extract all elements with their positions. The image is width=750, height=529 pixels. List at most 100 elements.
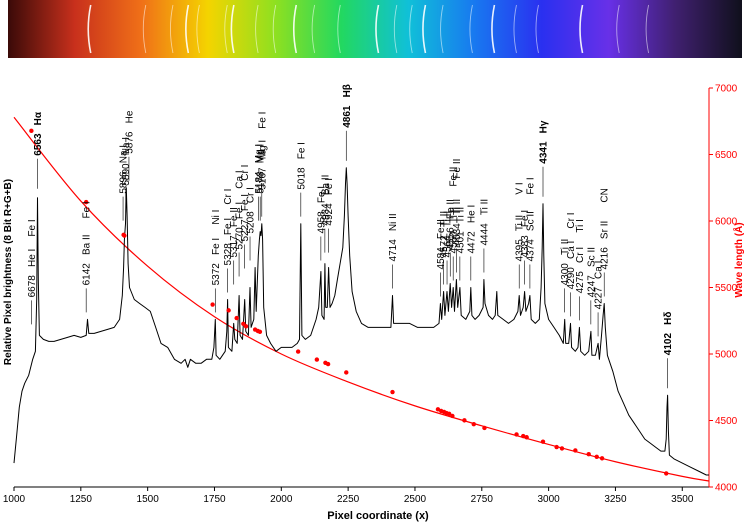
annotation-label: Fe II bbox=[446, 199, 457, 219]
annotation-label: 5208 bbox=[246, 211, 257, 234]
annotation-label: 4444 bbox=[479, 223, 490, 246]
annotation-label: 4564 bbox=[443, 235, 454, 258]
wavelength-marker bbox=[83, 199, 89, 205]
wavelength-marker bbox=[243, 324, 249, 329]
annotation-label: Ni II bbox=[388, 213, 399, 231]
annotation-label: Na I bbox=[121, 137, 132, 155]
wavelength-marker bbox=[482, 425, 487, 431]
wavelength-marker bbox=[559, 446, 565, 451]
wavelength-marker bbox=[521, 433, 526, 439]
annotation-label: Fe I bbox=[240, 194, 251, 211]
spectrum-strip-line bbox=[422, 4, 427, 54]
spectrum-strip-line bbox=[142, 4, 147, 54]
annotation-label: Ca I bbox=[566, 241, 577, 259]
annotation-label: Fe I bbox=[316, 186, 327, 203]
annotation-label: Hγ bbox=[539, 120, 550, 133]
wavelength-marker bbox=[344, 370, 349, 375]
x-tick-label: 2750 bbox=[471, 494, 494, 505]
annotation-label: 5227 bbox=[240, 219, 251, 242]
annotation-label: Fe I bbox=[257, 112, 268, 129]
wavelength-marker bbox=[554, 444, 559, 450]
annotation-label: Sc II bbox=[525, 211, 536, 231]
x-tick-label: 1500 bbox=[137, 494, 160, 505]
spectrum-strip-line bbox=[375, 4, 380, 54]
spectrum-strip-line bbox=[255, 4, 259, 54]
wavelength-marker bbox=[586, 451, 591, 457]
annotation-label: Ti II bbox=[439, 211, 450, 227]
annotation-label: Na I bbox=[119, 145, 130, 163]
x-tick-label: 1250 bbox=[70, 494, 93, 505]
spectrum-strip-line bbox=[579, 4, 584, 54]
annotation-label: Ti II bbox=[452, 199, 463, 215]
annotation-label: Fe II bbox=[449, 167, 460, 187]
y-axis-label: Relative Pixel brightness (8 Bit R+G+B) bbox=[3, 179, 14, 365]
annotation-label: Fe I bbox=[520, 210, 531, 227]
spectrum-strip-line bbox=[616, 4, 620, 54]
wavelength-marker bbox=[325, 361, 331, 367]
annotation-label: Cr I bbox=[223, 189, 234, 205]
wavelength-curve bbox=[13, 116, 710, 482]
annotation-label: 4534 bbox=[452, 223, 463, 246]
wavelength-marker bbox=[524, 435, 529, 440]
annotation-label: Sr II bbox=[600, 221, 611, 239]
annotation-label: 5890 bbox=[121, 163, 132, 186]
annotation-label: Fe I bbox=[223, 218, 234, 235]
annotation-label: Ti II bbox=[560, 239, 571, 255]
x-tick-label: 2500 bbox=[404, 494, 427, 505]
y2-tick-label: 6500 bbox=[715, 150, 738, 161]
annotation-label: Ba II bbox=[320, 175, 331, 196]
annotation-label: 6142 bbox=[82, 263, 93, 286]
annotation-label: Cr I bbox=[566, 213, 577, 229]
annotation-label: Fe I bbox=[296, 142, 307, 159]
annotation-label: 6678 bbox=[27, 275, 38, 298]
annotation-label: Ti II bbox=[455, 207, 466, 223]
wavelength-marker bbox=[540, 439, 546, 444]
annotation-label: 5270 bbox=[235, 227, 246, 250]
annotation-label: Hβ bbox=[342, 84, 353, 97]
annotation-label: 4934 bbox=[320, 203, 331, 226]
wavelength-marker bbox=[471, 422, 476, 427]
annotation-label: 4584 bbox=[436, 247, 447, 270]
annotation-label: CN bbox=[600, 188, 611, 202]
annotation-label: Ba II bbox=[82, 234, 93, 255]
wavelength-marker bbox=[664, 471, 669, 476]
x-axis-label: Pixel coordinate (x) bbox=[327, 510, 429, 522]
annotation-label: 4341 bbox=[539, 141, 550, 164]
annotation-label: Mg I bbox=[254, 144, 265, 163]
wavelength-markers bbox=[29, 128, 669, 476]
wavelength-marker bbox=[462, 418, 467, 423]
annotation-label: Cr I bbox=[240, 165, 251, 181]
annotation-label: 4290 bbox=[566, 267, 577, 290]
annotation-label: Ti II bbox=[449, 207, 460, 223]
wavelength-marker bbox=[446, 411, 452, 417]
wavelength-marker bbox=[514, 432, 519, 437]
spectrum-strip-line bbox=[491, 4, 496, 54]
spectrum-strip-line bbox=[169, 4, 174, 54]
wavelength-marker bbox=[257, 329, 263, 334]
annotation-label: 4556 bbox=[446, 227, 457, 250]
annotation-label: He I bbox=[466, 205, 477, 223]
annotation-label: 4247 bbox=[586, 275, 597, 298]
y2-tick-label: 5500 bbox=[715, 283, 738, 294]
x-tick-label: 3000 bbox=[537, 494, 560, 505]
spectrum-strip-line bbox=[440, 4, 444, 54]
spectrum-strip-line bbox=[185, 4, 190, 54]
y2-tick-label: 5000 bbox=[715, 350, 738, 361]
wavelength-marker bbox=[450, 413, 455, 419]
wavelength-marker bbox=[29, 128, 34, 134]
wavelength-marker bbox=[390, 389, 395, 395]
spectrum-strip-lines bbox=[87, 4, 650, 54]
annotation-label: He I bbox=[27, 249, 38, 267]
annotation-label: 4227 bbox=[594, 287, 605, 310]
spectrum-strip-line bbox=[196, 4, 200, 54]
annotation-label: 4714 bbox=[388, 239, 399, 262]
spectrum-strip-line bbox=[87, 4, 92, 54]
brightness-line bbox=[13, 167, 709, 476]
annotation-label: 4383 bbox=[520, 235, 531, 258]
brightness-line-layer bbox=[13, 167, 709, 476]
annotation-label: 6563 bbox=[33, 133, 44, 156]
x-axis-ticks: 1000 1250 1500 1750 2000 2250 2500 2750 3000 3250… bbox=[3, 487, 694, 505]
